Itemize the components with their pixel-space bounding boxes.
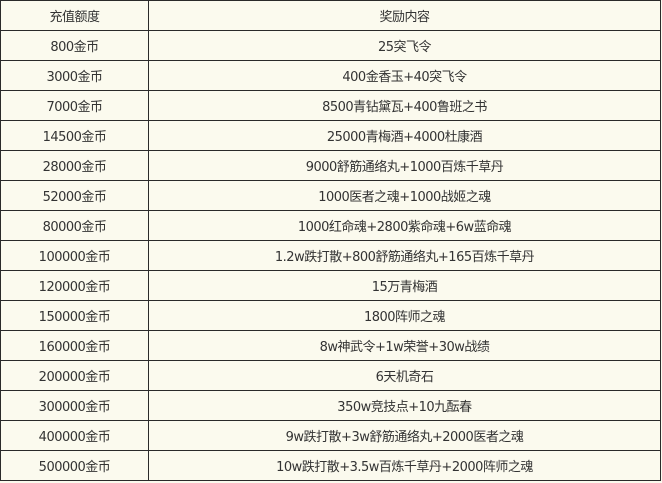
recharge-amount-cell: 800金币 [0, 30, 149, 61]
reward-content-cell: 9000舒筋通络丸+1000百炼千草丹 [148, 150, 661, 181]
table-row: 500000金币 10w跌打散+3.5w百炼千草丹+2000阵师之魂 [0, 450, 661, 481]
reward-content-cell: 9w跌打散+3w舒筋通络丸+2000医者之魂 [148, 420, 661, 451]
reward-content-cell: 6天机奇石 [148, 360, 661, 391]
table-row: 52000金币 1000医者之魂+1000战姬之魂 [0, 180, 661, 211]
recharge-amount-cell: 150000金币 [0, 300, 149, 331]
reward-content-cell: 25突飞令 [148, 30, 661, 61]
reward-content-cell: 15万青梅酒 [148, 270, 661, 301]
table-row: 300000金币 350w竞技点+10九酝春 [0, 390, 661, 421]
recharge-amount-cell: 14500金币 [0, 120, 149, 151]
table-row: 400000金币 9w跌打散+3w舒筋通络丸+2000医者之魂 [0, 420, 661, 451]
reward-content-cell: 1000红命魂+2800紫命魂+6w蓝命魂 [148, 210, 661, 241]
reward-content-cell: 350w竞技点+10九酝春 [148, 390, 661, 421]
table-row: 3000金币 400金香玉+40突飞令 [0, 60, 661, 91]
reward-content-cell: 400金香玉+40突飞令 [148, 60, 661, 91]
reward-content-cell: 10w跌打散+3.5w百炼千草丹+2000阵师之魂 [148, 450, 661, 481]
reward-content-cell: 1.2w跌打散+800舒筋通络丸+165百炼千草丹 [148, 240, 661, 271]
reward-content-cell: 8500青钻黛瓦+400鲁班之书 [148, 90, 661, 121]
header-reward-content: 奖励内容 [148, 0, 661, 31]
recharge-amount-cell: 160000金币 [0, 330, 149, 361]
header-recharge-amount: 充值额度 [0, 0, 149, 31]
recharge-amount-cell: 3000金币 [0, 60, 149, 91]
table-row: 14500金币 25000青梅酒+4000杜康酒 [0, 120, 661, 151]
table-row: 160000金币 8w神武令+1w荣誉+30w战绩 [0, 330, 661, 361]
table-row: 80000金币 1000红命魂+2800紫命魂+6w蓝命魂 [0, 210, 661, 241]
table-row: 800金币 25突飞令 [0, 30, 661, 61]
table-row: 7000金币 8500青钻黛瓦+400鲁班之书 [0, 90, 661, 121]
recharge-amount-cell: 52000金币 [0, 180, 149, 211]
recharge-amount-cell: 500000金币 [0, 450, 149, 481]
reward-content-cell: 1800阵师之魂 [148, 300, 661, 331]
recharge-amount-cell: 100000金币 [0, 240, 149, 271]
table-row: 28000金币 9000舒筋通络丸+1000百炼千草丹 [0, 150, 661, 181]
reward-content-cell: 1000医者之魂+1000战姬之魂 [148, 180, 661, 211]
recharge-amount-cell: 400000金币 [0, 420, 149, 451]
recharge-amount-cell: 80000金币 [0, 210, 149, 241]
table-row: 120000金币 15万青梅酒 [0, 270, 661, 301]
reward-content-cell: 25000青梅酒+4000杜康酒 [148, 120, 661, 151]
reward-content-cell: 8w神武令+1w荣誉+30w战绩 [148, 330, 661, 361]
table-header-row: 充值额度 奖励内容 [0, 0, 661, 31]
table-row: 200000金币 6天机奇石 [0, 360, 661, 391]
recharge-amount-cell: 7000金币 [0, 90, 149, 121]
table-row: 100000金币 1.2w跌打散+800舒筋通络丸+165百炼千草丹 [0, 240, 661, 271]
table-row: 150000金币 1800阵师之魂 [0, 300, 661, 331]
recharge-amount-cell: 120000金币 [0, 270, 149, 301]
recharge-amount-cell: 200000金币 [0, 360, 149, 391]
recharge-amount-cell: 300000金币 [0, 390, 149, 421]
recharge-amount-cell: 28000金币 [0, 150, 149, 181]
